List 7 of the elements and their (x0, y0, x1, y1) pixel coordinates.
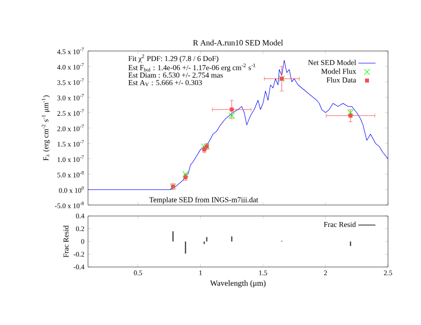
point (201, 143, 208, 150)
point (348, 114, 352, 118)
point (182, 171, 189, 178)
chart-title: R And-A.run10 SED Model (193, 40, 283, 46)
x-axis-title: Wavelength (μm) (210, 280, 266, 288)
point (230, 108, 234, 112)
point (228, 112, 235, 119)
